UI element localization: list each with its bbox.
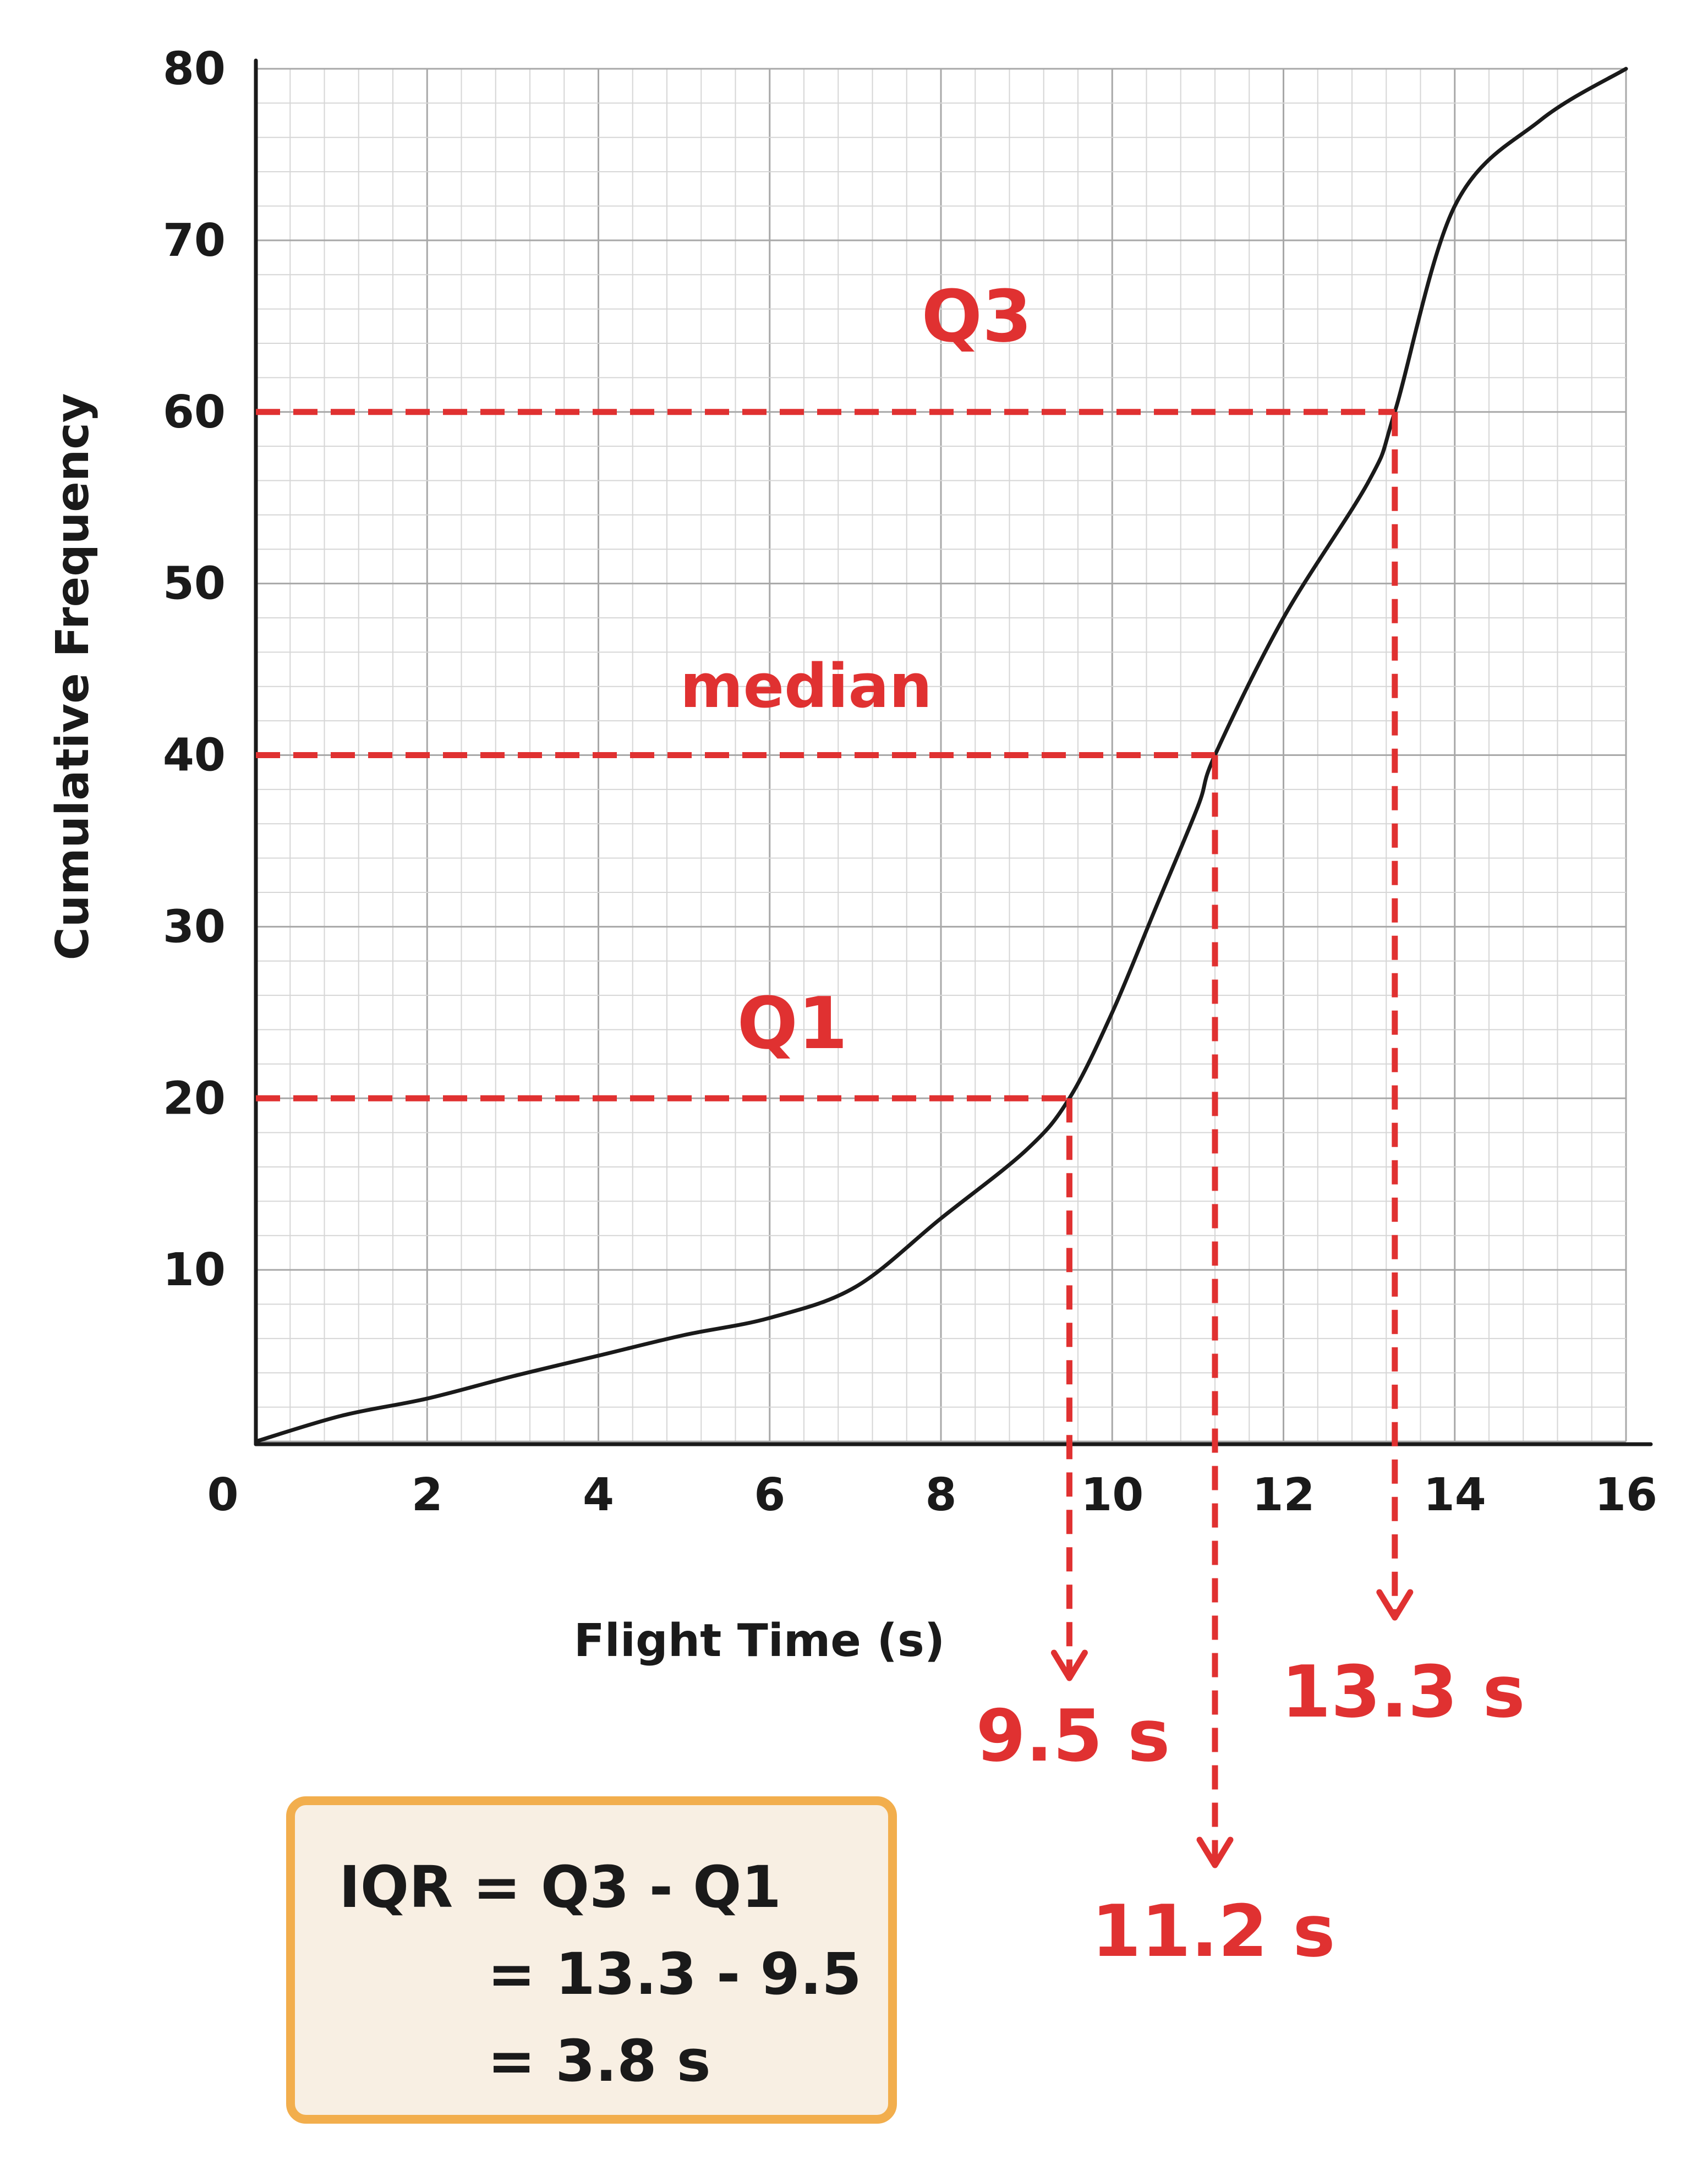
x-tick-label: 16 xyxy=(1595,1469,1657,1521)
x-tick-label: 14 xyxy=(1424,1469,1486,1521)
arrow-down-icon xyxy=(1196,1836,1234,1868)
quartile-annotations: Q1 9.5 s median 11.2 s Q3 13.3 s xyxy=(256,275,1525,1973)
x-axis-title: Flight Time (s) xyxy=(574,1615,945,1667)
x-tick-label: 12 xyxy=(1252,1469,1315,1521)
x-tick-labels: 0 2 4 6 8 10 12 14 16 xyxy=(207,1469,1657,1521)
iqr-line-2: = 13.3 - 9.5 xyxy=(488,1940,862,2008)
quartile-value-label: 11.2 s xyxy=(1091,1889,1335,1973)
x-tick-label: 6 xyxy=(754,1469,785,1521)
y-tick-label: 50 xyxy=(163,558,226,610)
y-axis-title: Cumulative Frequency xyxy=(47,393,99,961)
y-tick-labels: 10 20 30 40 50 60 70 80 xyxy=(163,43,226,1296)
y-tick-label: 10 xyxy=(163,1244,226,1296)
quartile-value-label: 9.5 s xyxy=(976,1694,1170,1778)
iqr-line-1: IQR = Q3 - Q1 xyxy=(339,1854,781,1921)
arrow-down-icon xyxy=(1050,1649,1088,1681)
x-tick-label: 4 xyxy=(583,1469,614,1521)
quartile-label: median xyxy=(680,651,932,721)
arrow-down-icon xyxy=(1376,1589,1414,1621)
x-tick-label: 0 xyxy=(207,1469,238,1521)
y-tick-label: 60 xyxy=(163,386,226,438)
x-tick-label: 10 xyxy=(1081,1469,1143,1521)
x-tick-label: 2 xyxy=(412,1469,443,1521)
iqr-calculation-box: IQR = Q3 - Q1 = 13.3 - 9.5 = 3.8 s xyxy=(286,1796,897,2124)
y-tick-label: 20 xyxy=(163,1072,226,1125)
y-tick-label: 30 xyxy=(163,901,226,953)
quartile-label: Q3 xyxy=(922,275,1032,358)
x-tick-label: 8 xyxy=(925,1469,956,1521)
iqr-line-3: = 3.8 s xyxy=(488,2027,711,2095)
quartile-label: Q1 xyxy=(737,982,848,1065)
quartile-value-label: 13.3 s xyxy=(1281,1650,1525,1734)
cumulative-frequency-curve xyxy=(254,67,1628,1444)
grid xyxy=(255,68,1627,1443)
y-tick-label: 80 xyxy=(163,43,226,95)
y-tick-label: 70 xyxy=(163,215,226,267)
y-tick-label: 40 xyxy=(163,730,226,782)
